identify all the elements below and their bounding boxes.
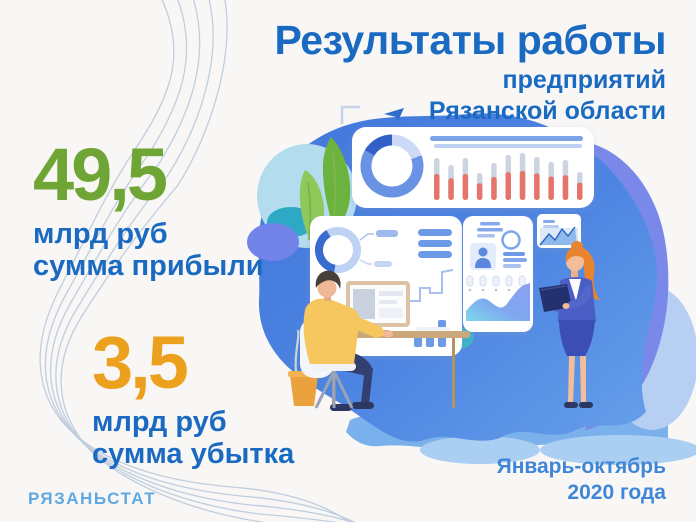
trend-line <box>430 136 583 141</box>
area-chart <box>466 283 530 321</box>
shoe <box>564 402 578 408</box>
profit-unit: млрд руб <box>33 218 168 250</box>
woman-neck <box>571 270 578 278</box>
stool <box>312 362 356 409</box>
period-block: Январь-октябрь 2020 года <box>497 454 666 505</box>
corner-bracket-icon <box>340 105 360 124</box>
shoe <box>579 402 593 408</box>
page-subtitle-line1: предприятий <box>502 65 666 94</box>
profit-label: сумма прибыли <box>33 249 264 282</box>
man-head <box>317 278 337 298</box>
header-block: Результаты работы предприятий Рязанской … <box>274 17 666 126</box>
indicator-row <box>466 275 526 292</box>
loss-stat: 3,5 млрд руб сумма убытка <box>92 326 294 471</box>
period-line2: 2020 года <box>567 480 666 504</box>
page-subtitle-line2: Рязанской области <box>428 97 666 126</box>
shoe <box>352 402 374 409</box>
wave-mound <box>420 436 540 464</box>
ring-icon <box>501 230 521 250</box>
loss-unit: млрд руб <box>92 406 227 438</box>
man-neck <box>324 294 331 301</box>
profit-stat: 49,5 млрд руб сумма прибыли <box>33 138 264 283</box>
man-arm <box>338 312 386 338</box>
keyboard-icon <box>416 327 450 331</box>
donut-chart-large <box>360 134 424 198</box>
page-title: Результаты работы <box>274 17 666 63</box>
annotation-callouts <box>359 230 398 267</box>
donut-chart-small <box>315 227 361 273</box>
brand-logo-text: РЯЗАНЬСТАТ <box>28 489 157 508</box>
purple-left-piece <box>247 223 299 261</box>
male-analyst <box>300 270 393 411</box>
woman-skirt <box>559 320 595 356</box>
step-line-chart <box>406 269 454 302</box>
woman-ponytail <box>580 248 600 300</box>
decorative-curves <box>39 0 356 522</box>
woman-hand <box>562 303 570 309</box>
paper-plane-icon <box>384 108 404 121</box>
loss-caption: млрд руб сумма убытка <box>92 406 295 471</box>
female-analyst <box>539 241 600 408</box>
computer-monitor <box>346 281 410 333</box>
woman-shirt <box>569 279 581 301</box>
person-icon <box>470 243 496 270</box>
woman-legs <box>568 356 586 403</box>
mountain-card <box>537 214 581 248</box>
man-hand <box>383 330 393 338</box>
woman-arm-right <box>568 285 591 309</box>
profile-card <box>463 216 533 332</box>
profit-value: 49,5 <box>33 133 168 216</box>
loss-label: сумма убытка <box>92 437 295 470</box>
dashboard-card-top <box>352 127 594 208</box>
period-line1: Январь-октябрь <box>496 455 666 478</box>
wave-mound <box>540 435 696 465</box>
loss-value: 3,5 <box>92 321 189 404</box>
man-torso <box>303 298 360 364</box>
profit-caption: млрд руб сумма прибыли <box>33 218 264 283</box>
trend-line <box>434 144 582 148</box>
list-bars <box>418 229 452 258</box>
mountain-chart-icon <box>540 227 577 245</box>
bar-chart-red <box>434 153 583 200</box>
man-hair <box>315 270 341 289</box>
woman-hair <box>565 246 589 264</box>
